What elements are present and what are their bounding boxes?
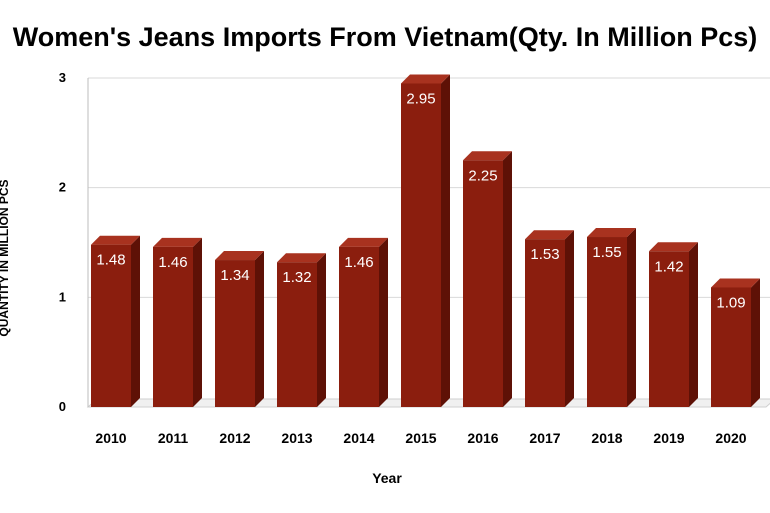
bar-front — [711, 287, 751, 407]
data-label: 1.55 — [592, 244, 621, 261]
bar-2019: 1.42 — [649, 242, 698, 407]
bar-front — [153, 246, 193, 407]
x-tick-label: 2020 — [715, 430, 746, 446]
bar-front — [401, 83, 441, 407]
data-label: 1.32 — [282, 269, 311, 286]
bar-side — [255, 251, 264, 407]
bar-top — [91, 235, 140, 245]
data-label: 2.95 — [406, 90, 435, 107]
data-label: 1.34 — [220, 267, 249, 284]
bar-2016: 2.25 — [463, 151, 512, 407]
bar-top — [339, 237, 388, 247]
bar-top — [711, 278, 760, 288]
bar-top — [153, 237, 202, 247]
y-tick-label: 1 — [59, 289, 66, 304]
bar-top — [525, 230, 574, 240]
bar-2020: 1.09 — [711, 278, 760, 407]
y-tick-label: 0 — [59, 399, 66, 414]
bar-front — [525, 239, 565, 407]
x-tick-label: 2017 — [529, 430, 560, 446]
bar-front — [277, 262, 317, 407]
bar-top — [587, 228, 636, 238]
y-tick-label: 3 — [59, 70, 66, 85]
bar-2015: 2.95 — [401, 74, 450, 407]
x-tick-label: 2013 — [281, 430, 312, 446]
bar-2014: 1.46 — [339, 237, 388, 407]
data-label: 1.46 — [158, 254, 187, 271]
bar-front — [215, 260, 255, 407]
data-label: 1.53 — [530, 246, 559, 263]
data-label: 2.25 — [468, 167, 497, 184]
bar-2010: 1.48 — [91, 235, 140, 407]
bar-top — [277, 253, 326, 263]
x-tick-label: 2018 — [591, 430, 622, 446]
bar-2012: 1.34 — [215, 251, 264, 407]
x-axis-label: Year — [372, 470, 402, 486]
bar-front — [463, 160, 503, 407]
bar-side — [317, 253, 326, 407]
x-tick-label: 2019 — [653, 430, 684, 446]
bar-side — [627, 228, 636, 407]
y-tick-label: 2 — [59, 180, 66, 195]
bar-2017: 1.53 — [525, 230, 574, 407]
bar-side — [751, 278, 760, 407]
bar-top — [463, 151, 512, 161]
bar-side — [131, 235, 140, 407]
bar-front — [587, 237, 627, 407]
bar-2011: 1.46 — [153, 237, 202, 407]
bar-top — [649, 242, 698, 252]
data-label: 1.48 — [96, 252, 125, 269]
bar-top — [401, 74, 450, 84]
bar-side — [379, 237, 388, 407]
bar-side — [193, 237, 202, 407]
bar-top — [215, 251, 264, 261]
bar-side — [441, 74, 450, 407]
bar-front — [649, 251, 689, 407]
x-tick-label: 2011 — [158, 430, 189, 446]
bar-2018: 1.55 — [587, 228, 636, 407]
bar-side — [689, 242, 698, 407]
chart-title: Women's Jeans Imports From Vietnam(Qty. … — [12, 22, 758, 52]
bar-side — [565, 230, 574, 407]
x-tick-label: 2016 — [467, 430, 498, 446]
x-tick-label: 2014 — [343, 430, 374, 446]
bar-2013: 1.32 — [277, 253, 326, 407]
bar-front — [339, 246, 379, 407]
data-label: 1.09 — [716, 294, 745, 311]
data-label: 1.42 — [654, 258, 683, 275]
bar-front — [91, 244, 131, 407]
data-label: 1.46 — [344, 254, 373, 271]
bar-side — [503, 151, 512, 407]
x-tick-label: 2012 — [219, 430, 250, 446]
x-tick-label: 2015 — [405, 430, 436, 446]
x-tick-label: 2010 — [95, 430, 126, 446]
